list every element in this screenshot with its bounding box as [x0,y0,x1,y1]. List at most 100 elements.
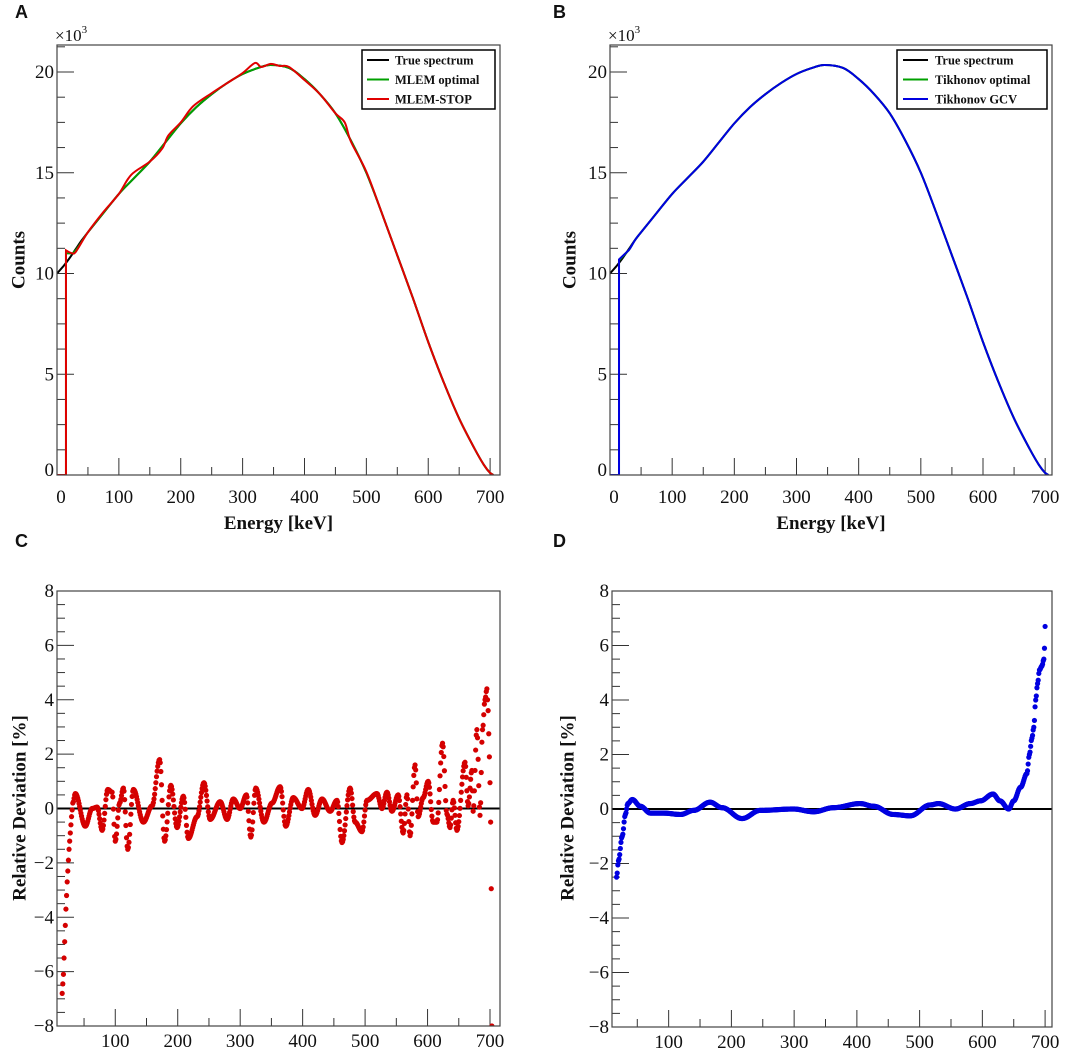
y-tick-label: −6 [34,962,54,983]
y-multiplier-base: ×10 [608,26,635,45]
data-point [463,774,469,780]
data-point [451,799,457,805]
legend-entry: MLEM optimal [367,73,480,87]
data-point [67,830,73,836]
data-point [126,839,132,845]
data-point [163,827,170,833]
data-point [489,1023,495,1026]
data-point [402,811,408,817]
data-point [152,786,158,792]
y-tick-label: 15 [588,163,607,184]
y-tick-label: −8 [589,1017,609,1038]
data-point [110,806,116,812]
x-tick-label: 600 [413,1031,442,1050]
data-point [127,831,133,837]
data-point [69,807,75,813]
data-point [350,809,356,815]
x-tick-label: 0 [609,487,619,508]
x-tick-label: 500 [352,487,381,508]
data-point [196,804,203,810]
y-tick-label: −2 [589,854,609,875]
data-point [397,804,403,810]
x-axis: 0 100 200 300 400 500 600 700 [609,458,1059,508]
data-point [336,810,342,816]
data-point [65,857,72,863]
x-tick-label: 200 [720,487,749,508]
data-point [127,821,133,828]
data-point [198,794,204,800]
data-point [129,793,135,800]
data-point [477,812,483,818]
legend-entry: MLEM-STOP [367,93,472,107]
data-point [476,804,482,810]
x-tick-label: 300 [780,1032,809,1050]
data-point [164,819,170,825]
data-point [410,784,416,790]
legend-entry: True spectrum [903,54,1014,68]
data-point [405,806,411,812]
data-point [1034,685,1040,691]
data-point [401,820,408,827]
legend-label: Tikhonov GCV [935,93,1017,107]
data-point [157,760,163,766]
data-point [160,813,166,819]
data-point [172,816,178,822]
y-tick-label: 4 [45,690,55,711]
panel-b: B 0 100 200 300 400 500 600 700 0 5 10 15 20 Energy [k… [553,2,1059,534]
data-point [481,712,487,718]
data-point [456,812,463,819]
plot-area [57,61,494,475]
legend-label: MLEM-STOP [395,93,472,107]
series-line-mlem-optimal [57,63,494,475]
data-point [128,801,135,808]
x-tick-label: 300 [228,487,257,508]
data-point [434,817,441,823]
data-point [280,807,286,813]
data-point [165,810,171,816]
y-tick-label: 2 [600,745,610,766]
data-point [158,782,165,788]
data-point [344,803,350,809]
data-point [171,803,177,810]
data-point [250,809,256,816]
data-point [62,939,68,945]
data-point [403,801,409,808]
data-point [250,819,256,825]
data-point [438,749,444,756]
data-point [170,791,176,797]
x-tick-label: 400 [843,1032,872,1050]
data-point [128,811,134,817]
data-point [471,788,477,794]
y-tick-label: 5 [45,364,55,385]
x-tick-label: 200 [163,1031,192,1050]
data-point [462,759,468,765]
x-tick-label: 700 [1031,487,1060,508]
data-point [1033,697,1039,703]
data-point [153,780,159,786]
data-point [154,768,160,774]
data-point [68,822,74,828]
data-point [1027,749,1033,755]
plot-frame [56,44,501,476]
data-point [123,835,130,841]
x-tick-label: 700 [476,1031,505,1050]
y-tick-label: 2 [45,744,55,765]
data-point [172,810,178,816]
y-tick-label: 10 [588,264,607,285]
data-point [486,731,492,737]
data-point [440,744,446,750]
data-point [396,797,403,804]
data-point [257,804,263,810]
data-point [408,830,414,836]
x-tick-label: 200 [166,487,195,508]
data-point [153,774,160,780]
data-point [474,727,480,733]
y-tick-label: −2 [34,853,54,874]
data-point [474,735,481,741]
data-point [481,701,487,707]
data-point [251,800,257,806]
series-line-mlem-stop [57,61,494,475]
data-point [412,762,418,768]
data-point [177,814,183,820]
y-tick-label: 20 [588,62,607,83]
